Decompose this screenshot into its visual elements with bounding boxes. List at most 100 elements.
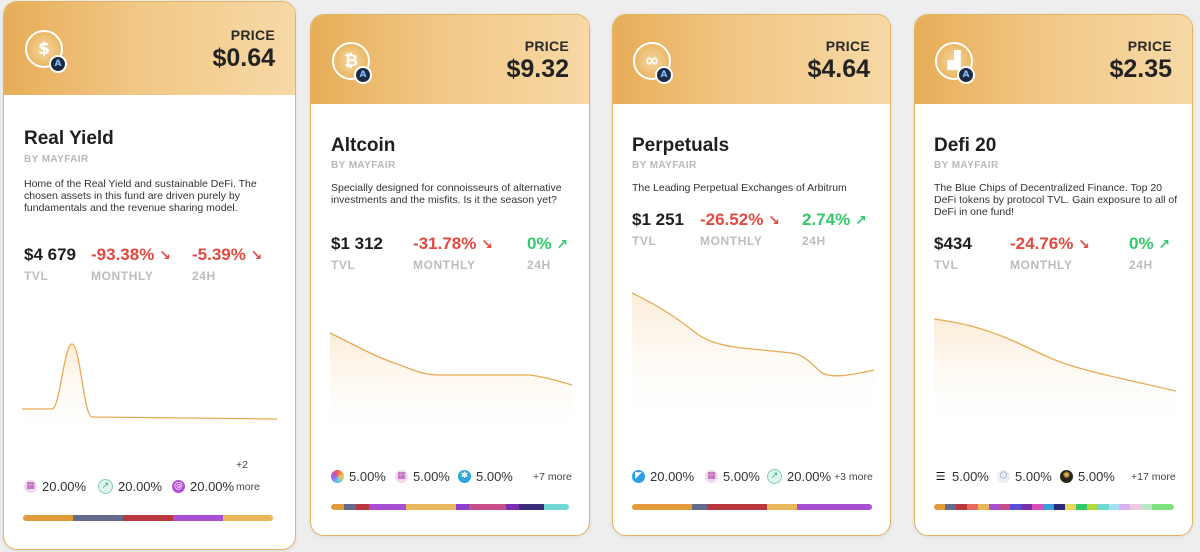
price-value: $4.64 bbox=[807, 55, 870, 83]
allocation-item: ▦ 20.00% bbox=[24, 479, 86, 494]
price-label: PRICE bbox=[1127, 38, 1172, 54]
monthly-label: MONTHLY bbox=[413, 258, 476, 272]
day-change: 2.74% ↗ bbox=[802, 210, 867, 229]
composition-segment bbox=[123, 515, 173, 521]
composition-segment bbox=[518, 504, 544, 510]
composition-segment bbox=[797, 504, 872, 510]
infinity-coin-icon: ∞ bbox=[644, 51, 660, 71]
composition-segment bbox=[406, 504, 457, 510]
hex-token-icon: ⬡ bbox=[997, 470, 1010, 483]
composition-segment bbox=[73, 515, 123, 521]
composition-segment bbox=[966, 504, 978, 510]
composition-segment bbox=[1086, 504, 1098, 510]
composition-bar bbox=[331, 504, 569, 510]
arrow-down-right-icon: ↘ bbox=[250, 248, 263, 264]
tvl-value: $434 bbox=[934, 234, 972, 253]
composition-segment bbox=[1108, 504, 1120, 510]
allocation-item: ▦ 5.00% bbox=[395, 469, 450, 484]
composition-segment bbox=[1152, 504, 1174, 510]
composition-segment bbox=[356, 504, 369, 510]
grid-token-icon: ▦ bbox=[395, 470, 408, 483]
monthly-change: -26.52% ↘ bbox=[700, 210, 780, 229]
more-link[interactable]: +7 more bbox=[533, 471, 572, 483]
composition-segment bbox=[707, 504, 767, 510]
composition-segment bbox=[1032, 504, 1044, 510]
fund-card-altcoin[interactable]: ₿ A PRICE $9.32 Altcoin BY MAYFAIR Speci… bbox=[310, 14, 590, 536]
fund-title: Altcoin bbox=[331, 135, 396, 156]
fund-logo: ∞ bbox=[633, 42, 671, 80]
composition-segment bbox=[988, 504, 1000, 510]
allocation-item: ☰ 5.00% bbox=[934, 469, 989, 484]
dark-gold-token-icon: ✺ bbox=[1060, 470, 1073, 483]
day-label: 24H bbox=[802, 234, 826, 248]
composition-segment bbox=[368, 504, 407, 510]
monthly-label: MONTHLY bbox=[700, 234, 763, 248]
arrow-down-right-icon: ↘ bbox=[481, 237, 493, 253]
more-count[interactable]: +2 bbox=[236, 459, 248, 471]
composition-segment bbox=[955, 504, 967, 510]
arrow-up-right-icon: ↗ bbox=[556, 237, 569, 253]
day-change: 0% ↗ bbox=[527, 234, 569, 253]
more-label[interactable]: more bbox=[236, 481, 260, 493]
arbitrum-badge-icon: A bbox=[354, 66, 372, 84]
monthly-change: -93.38% ↘ bbox=[91, 245, 171, 264]
composition-segment bbox=[456, 504, 469, 510]
fund-manager: BY MAYFAIR bbox=[331, 160, 396, 171]
composition-segment bbox=[23, 515, 73, 521]
fund-title: Perpetuals bbox=[632, 135, 730, 156]
arrow-down-right-icon: ↘ bbox=[768, 213, 780, 229]
monthly-label: MONTHLY bbox=[91, 269, 154, 283]
rainbow-token-icon bbox=[331, 470, 344, 483]
composition-segment bbox=[1119, 504, 1131, 510]
composition-segment bbox=[1130, 504, 1142, 510]
star-token-icon: ✱ bbox=[458, 470, 471, 483]
grid-token-icon: ▦ bbox=[24, 480, 37, 493]
teal-arrow-token-icon: ↗ bbox=[98, 479, 113, 494]
fund-card-perpetuals[interactable]: ∞ A PRICE $4.64 Perpetuals BY MAYFAIR Th… bbox=[612, 14, 891, 536]
composition-segment bbox=[1010, 504, 1022, 510]
teal-arrow-token-icon: ↗ bbox=[767, 469, 782, 484]
allocation-item: @20.00% bbox=[172, 479, 235, 494]
price-label: PRICE bbox=[524, 38, 569, 54]
arrow-up-right-icon: ↗ bbox=[1158, 237, 1171, 253]
day-change: -5.39% ↘ bbox=[192, 245, 263, 264]
fund-title: Real Yield bbox=[24, 128, 114, 149]
composition-segment bbox=[506, 504, 519, 510]
more-link[interactable]: +17 more bbox=[1131, 471, 1176, 483]
day-label: 24H bbox=[527, 258, 551, 272]
grid-token-icon: ▦ bbox=[705, 470, 718, 483]
allocation-item: ↗ 20.00% bbox=[767, 469, 831, 484]
price-value: $9.32 bbox=[506, 55, 569, 83]
composition-segment bbox=[173, 515, 223, 521]
composition-segment bbox=[999, 504, 1011, 510]
fund-title: Defi 20 bbox=[934, 135, 997, 156]
fund-card-real-yield[interactable]: $ A PRICE $0.64 Real Yield BY MAYFAIR Ho… bbox=[3, 1, 296, 550]
bitcoin-coin-icon: ₿ bbox=[344, 51, 358, 71]
tvl-value: $1 251 bbox=[632, 210, 684, 229]
allocation-item: ▦ 5.00% bbox=[705, 469, 760, 484]
fund-card-defi-20[interactable]: ▟ A PRICE $2.35 Defi 20 BY MAYFAIR The B… bbox=[914, 14, 1193, 536]
fund-manager: BY MAYFAIR bbox=[934, 160, 999, 171]
arbitrum-badge-icon: A bbox=[655, 66, 673, 84]
composition-segment bbox=[223, 515, 273, 521]
price-label: PRICE bbox=[230, 27, 275, 43]
purple-swirl-token-icon: @ bbox=[172, 480, 185, 493]
composition-segment bbox=[1075, 504, 1087, 510]
stack-token-icon: ☰ bbox=[934, 470, 947, 483]
allocation-item: ✱ 5.00% bbox=[458, 469, 513, 484]
monthly-change: -31.78% ↘ bbox=[413, 234, 493, 253]
tvl-value: $1 312 bbox=[331, 234, 383, 253]
allocation-item: ⬡ 5.00% bbox=[997, 469, 1052, 484]
chart-coin-icon: ▟ bbox=[947, 51, 961, 71]
fund-description: The Blue Chips of Decentralized Finance.… bbox=[934, 182, 1178, 218]
price-sparkline bbox=[934, 318, 1176, 435]
fund-description: Specially designed for connoisseurs of a… bbox=[331, 182, 562, 206]
monthly-change: -24.76% ↘ bbox=[1010, 234, 1090, 253]
composition-segment bbox=[543, 504, 569, 510]
composition-segment bbox=[632, 504, 692, 510]
more-link[interactable]: +3 more bbox=[834, 471, 873, 483]
arbitrum-badge-icon: A bbox=[957, 66, 975, 84]
composition-segment bbox=[692, 504, 707, 510]
composition-segment bbox=[944, 504, 956, 510]
tvl-value: $4 679 bbox=[24, 245, 76, 264]
